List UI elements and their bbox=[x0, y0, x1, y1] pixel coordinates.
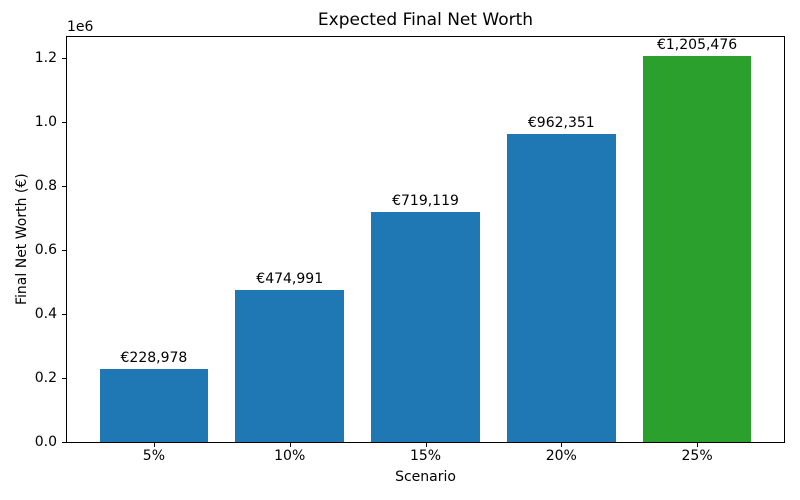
y-tick-label: 0.6 bbox=[34, 242, 57, 259]
y-tick-mark bbox=[62, 441, 66, 443]
x-tick-mark bbox=[697, 443, 699, 447]
y-tick-mark bbox=[62, 377, 66, 379]
y-axis-offset-text: 1e6 bbox=[67, 19, 94, 35]
y-tick-label: 1.0 bbox=[34, 114, 57, 131]
y-tick-label: 0.2 bbox=[34, 370, 57, 386]
bar bbox=[235, 290, 344, 442]
x-tick-mark bbox=[153, 443, 155, 447]
x-tick-label: 5% bbox=[142, 448, 166, 464]
y-tick-label: 0.8 bbox=[34, 178, 57, 195]
x-tick-mark bbox=[425, 443, 427, 447]
bar bbox=[642, 56, 752, 442]
bar-value-label: €1,205,476 bbox=[656, 37, 738, 54]
x-tick-label: 10% bbox=[274, 448, 306, 464]
y-tick-mark bbox=[62, 121, 66, 123]
plot-area: €228,978 €474,991 €719,119 €962,351 €1,205,4… bbox=[66, 36, 785, 443]
bar-value-label: €962,351 bbox=[527, 115, 595, 132]
x-tick-label: 15% bbox=[409, 448, 442, 464]
bar bbox=[99, 368, 209, 442]
y-tick-label: 0.0 bbox=[34, 434, 57, 450]
x-tick-label: 20% bbox=[545, 448, 577, 464]
bar-value-label: €719,119 bbox=[392, 192, 459, 209]
x-tick-mark bbox=[289, 443, 291, 447]
bar bbox=[371, 211, 480, 442]
bar-value-label: €228,978 bbox=[120, 349, 188, 366]
chart-title: Expected Final Net Worth bbox=[317, 10, 534, 30]
bar-value-label: €474,991 bbox=[256, 271, 324, 288]
x-tick-label: 25% bbox=[681, 448, 713, 464]
x-tick-mark bbox=[561, 443, 563, 447]
y-tick-mark bbox=[62, 185, 66, 187]
y-tick-label: 1.2 bbox=[34, 50, 57, 67]
y-tick-mark bbox=[62, 57, 66, 59]
x-axis-label: Scenario bbox=[395, 469, 456, 485]
y-tick-mark bbox=[62, 313, 66, 315]
y-tick-label: 0.4 bbox=[34, 306, 57, 322]
y-tick-mark bbox=[62, 249, 66, 251]
bar bbox=[506, 134, 616, 442]
